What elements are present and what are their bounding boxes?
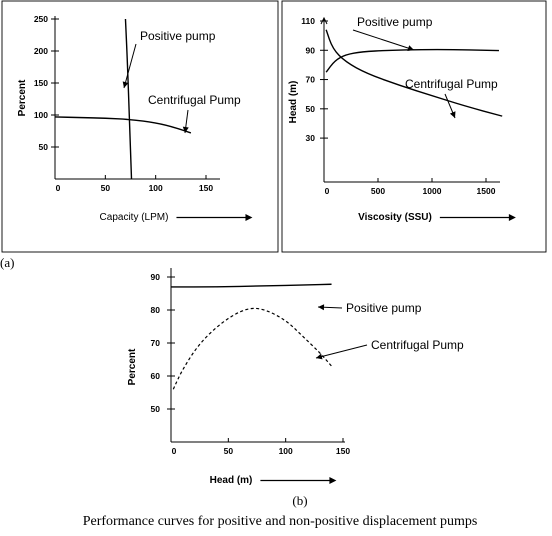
chart-a-right-annotation-arrowhead xyxy=(407,45,414,51)
chart-a-left-xlabel-arrowhead xyxy=(245,214,253,221)
chart-a-right-x-tick-label: 1500 xyxy=(477,186,496,196)
chart-a-left-x-tick-label: 0 xyxy=(56,183,61,193)
chart-a-left-annotation-positive-pump: Positive pump xyxy=(140,29,216,43)
figure-caption: Performance curves for positive and non-… xyxy=(83,514,478,529)
chart-b-y-tick-label: 70 xyxy=(151,338,161,348)
chart-a-left-series-positive-pump xyxy=(124,18,133,180)
chart-b-annotation-arrowhead xyxy=(316,353,323,360)
chart-a-left-y-tick-label: 250 xyxy=(34,14,48,24)
chart-b-series-positive-pump xyxy=(171,283,332,288)
chart-a-right-series-positive-pump xyxy=(325,48,499,73)
chart-a-right-annotation-positive-pump: Positive pump xyxy=(357,15,433,29)
chart-a-right-y-tick-label: 70 xyxy=(306,75,316,85)
chart-a-left-y-tick-label: 100 xyxy=(34,110,48,120)
panel-tag-b: (b) xyxy=(292,493,307,508)
chart-a-left: Capacity (LPM) Percent 0 50 100 150 50 100 150… xyxy=(1,0,279,253)
chart-a-left-series-centrifugal-pump xyxy=(54,116,192,134)
chart-a-left-frame xyxy=(1,0,279,253)
chart-a-right-annotation-arrowhead xyxy=(449,111,456,118)
chart-a-right-annotation-arrow-line xyxy=(352,29,415,51)
chart-a-left-x-tick-label: 50 xyxy=(101,183,111,193)
chart-a-left-xlabel: Capacity (LPM) xyxy=(100,212,169,223)
panel-tag-a: (a) xyxy=(0,255,14,270)
chart-b-x-tick-label: 0 xyxy=(172,446,177,456)
chart-a-right-xlabel: Viscosity (SSU) xyxy=(358,212,432,223)
chart-b-y-tick-label: 80 xyxy=(151,305,161,315)
chart-a-left-y-tick-label: 200 xyxy=(34,46,48,56)
chart-a-left-y-tick-label: 50 xyxy=(39,142,49,152)
chart-a-right-x-tick-label: 0 xyxy=(325,186,330,196)
chart-a-right-series-centrifugal-pump xyxy=(325,29,503,117)
chart-a-right-frame xyxy=(281,0,547,253)
chart-b-x-tick-label: 150 xyxy=(336,446,350,456)
chart-a-left-annotation-arrow-line xyxy=(123,43,137,89)
chart-b-y-tick-label: 50 xyxy=(151,404,161,414)
chart-a-right-y-tick-label: 110 xyxy=(301,16,315,26)
chart-a-left-annotation-centrifugal-pump: Centrifugal Pump xyxy=(148,93,241,107)
chart-a-right-y-axis-arrow xyxy=(320,16,328,25)
chart-a-right-x-tick-label: 1000 xyxy=(423,186,442,196)
chart-a-right-y-tick-label: 90 xyxy=(306,45,316,55)
chart-a-left-annotation-arrowhead xyxy=(122,81,129,88)
chart-a-right-y-tick-label: 50 xyxy=(306,104,316,114)
chart-a-left-x-tick-label: 150 xyxy=(199,183,213,193)
chart-b-x-tick-label: 100 xyxy=(279,446,293,456)
chart-a-right-y-tick-label: 30 xyxy=(306,133,316,143)
chart-b: Head (m) Percent 0 50 100 150 50 60 70 80 90 Posi… xyxy=(127,268,464,486)
chart-b-annotation-arrow-line xyxy=(315,344,368,359)
chart-a-left-annotation-arrowhead xyxy=(182,126,189,133)
chart-a-left-y-tick-label: 150 xyxy=(34,78,48,88)
chart-b-series-centrifugal-pump xyxy=(172,307,332,390)
chart-b-ylabel: Percent xyxy=(127,348,138,385)
chart-b-y-tick-label: 60 xyxy=(151,371,161,381)
chart-b-annotation-centrifugal-pump: Centrifugal Pump xyxy=(371,338,464,352)
chart-a-left-x-tick-label: 100 xyxy=(149,183,163,193)
chart-a-right-annotation-centrifugal-pump: Centrifugal Pump xyxy=(405,77,498,91)
chart-a-right-x-tick-label: 500 xyxy=(371,186,385,196)
chart-b-xlabel: Head (m) xyxy=(210,475,253,486)
chart-a-right-ylabel: Head (m) xyxy=(288,81,299,124)
chart-b-annotation-positive-pump: Positive pump xyxy=(346,301,422,315)
chart-a-right-xlabel-arrowhead xyxy=(508,214,516,221)
chart-b-xlabel-arrowhead xyxy=(329,477,337,484)
chart-b-annotation-arrowhead xyxy=(318,304,325,311)
chart-b-x-tick-label: 50 xyxy=(224,446,234,456)
chart-b-y-tick-label: 90 xyxy=(151,272,161,282)
chart-a-left-ylabel: Percent xyxy=(17,79,28,116)
chart-a-right: Viscosity (SSU) Head (m) 0 500 1000 1500 30 5… xyxy=(281,0,547,253)
